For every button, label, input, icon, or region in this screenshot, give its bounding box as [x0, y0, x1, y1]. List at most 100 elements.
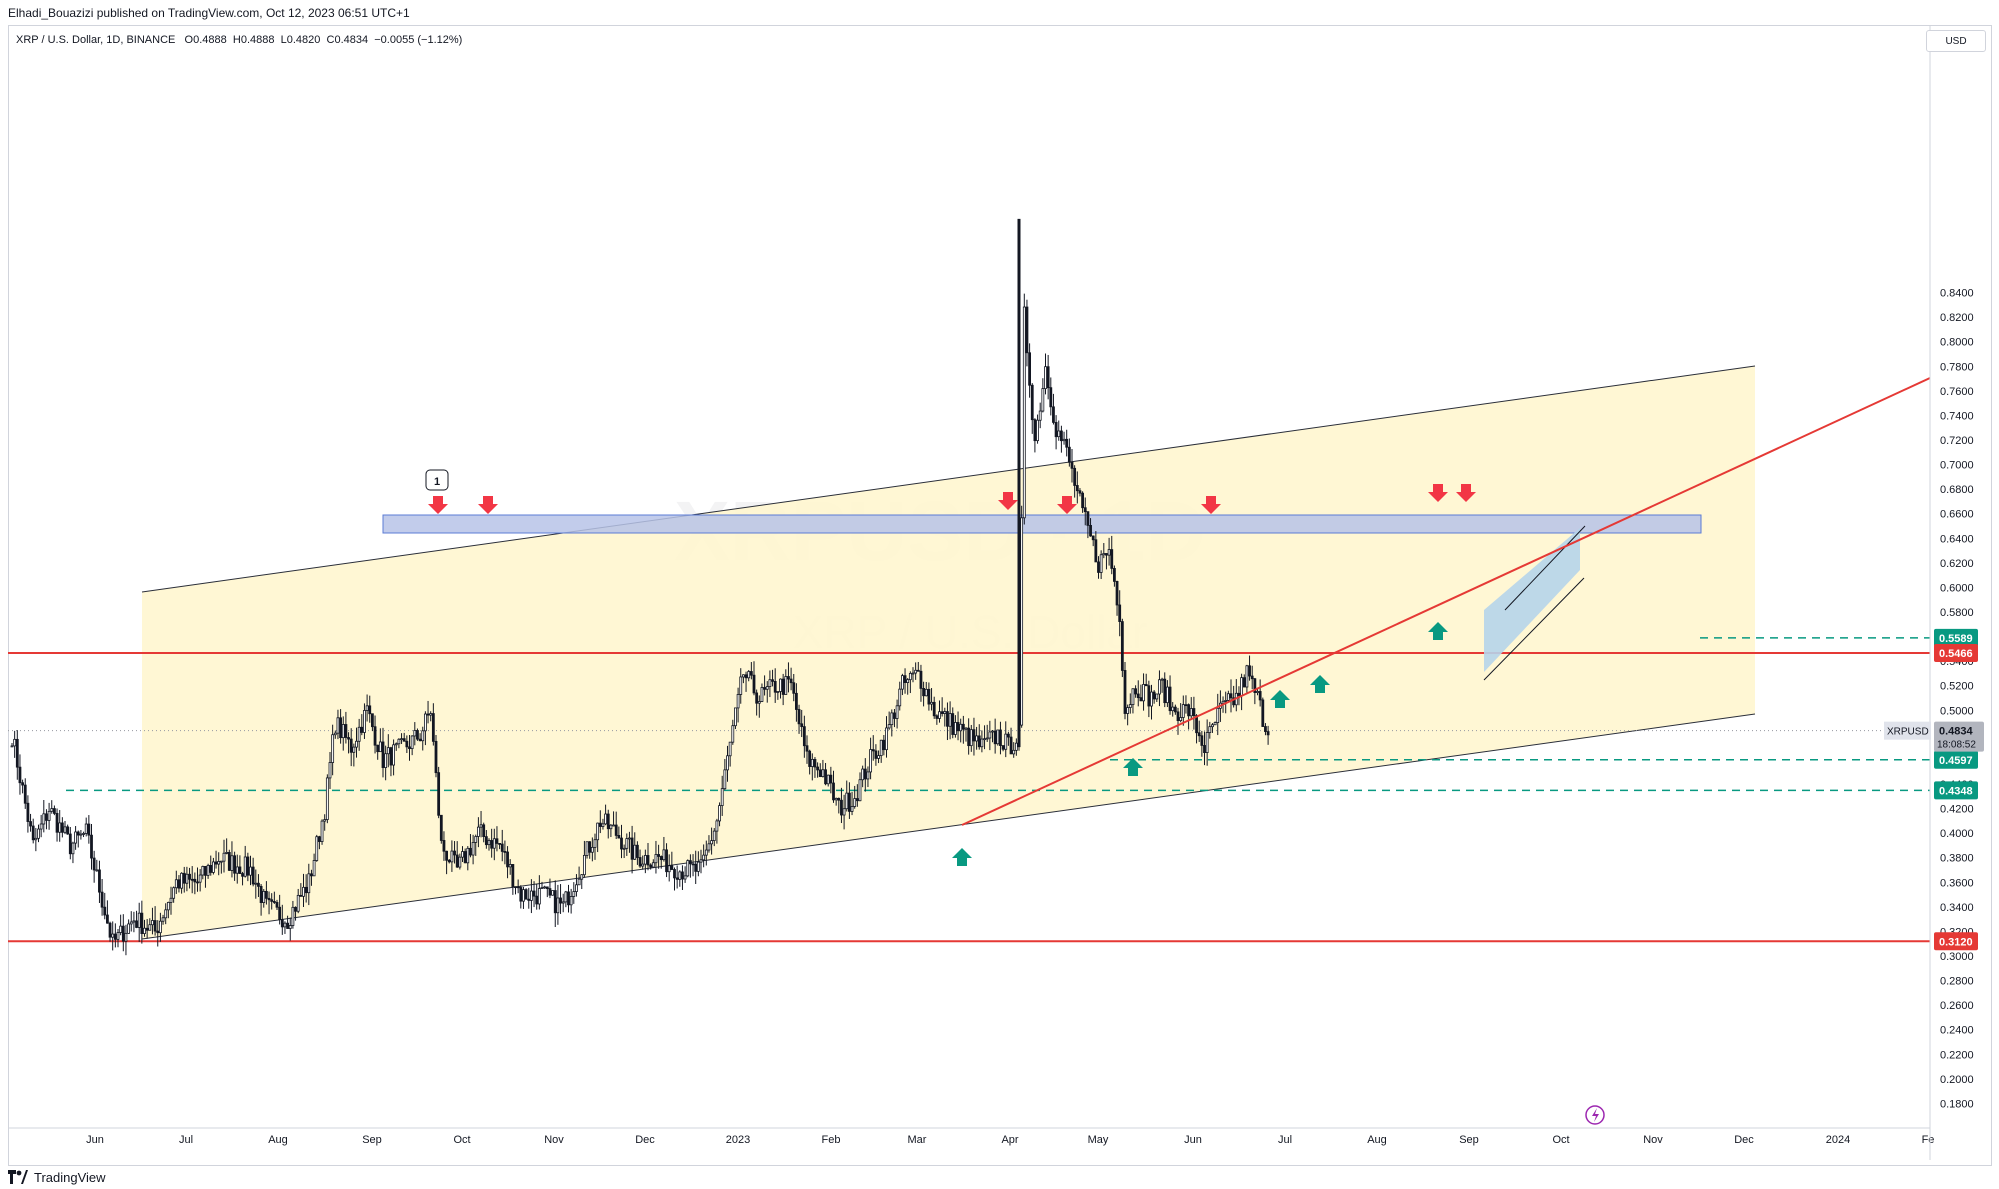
candle-body: [251, 866, 255, 885]
candle-body: [1264, 726, 1267, 732]
price-label-text: 0.5589: [1939, 633, 1973, 645]
candle-body: [1245, 665, 1249, 688]
candle-body: [649, 864, 653, 868]
candle-body: [100, 891, 104, 908]
candle-body: [1184, 704, 1188, 707]
candle-body: [951, 713, 955, 735]
x-tick-label: Oct: [1552, 1134, 1569, 1146]
candle-body: [233, 855, 237, 874]
resistance-arrow-down-icon: [478, 496, 498, 514]
candle-body: [158, 920, 162, 934]
candle-body: [545, 886, 549, 889]
candle-body: [641, 863, 645, 867]
x-tick-label: Aug: [1367, 1134, 1387, 1146]
flag-lower-line[interactable]: [1483, 577, 1585, 681]
candle-body: [156, 930, 160, 934]
candle-body: [1099, 554, 1103, 573]
candle-body: [816, 766, 819, 771]
candle-body: [662, 849, 666, 861]
candle-body: [113, 933, 117, 940]
candle-body: [1052, 406, 1055, 423]
chart-frame[interactable]: [8, 25, 1992, 1166]
candle-body: [26, 802, 30, 822]
candle-body: [643, 855, 647, 865]
candle-body: [731, 725, 735, 743]
candle-body: [1147, 685, 1151, 707]
resistance-zone[interactable]: [382, 514, 1702, 534]
flag-upper-line[interactable]: [1504, 525, 1586, 611]
annotation-badge[interactable]: [425, 469, 449, 491]
publish-attribution: Elhadi_Bouazizi published on TradingView…: [8, 6, 410, 20]
candle-body: [988, 731, 992, 739]
candle-body: [209, 864, 213, 873]
x-tick-label: Nov: [1643, 1134, 1663, 1146]
candle-body: [1253, 678, 1257, 693]
candle-body: [1067, 446, 1071, 463]
candle-body: [63, 826, 67, 833]
candle-body: [980, 738, 984, 748]
footer-brand[interactable]: TradingView: [34, 1169, 106, 1185]
candle-body: [1224, 700, 1228, 702]
candle-body: [254, 882, 258, 885]
candle-body: [455, 854, 459, 868]
candle-body: [845, 792, 849, 810]
x-tick-label: Fe: [1922, 1134, 1935, 1146]
candle-body: [140, 912, 144, 934]
candle-body: [625, 838, 629, 849]
candle-body: [42, 813, 46, 825]
candle-body: [765, 686, 769, 690]
candle-body: [943, 711, 947, 714]
y-tick-label: 0.3600: [1940, 877, 1974, 889]
legend-symbol[interactable]: XRP / U.S. Dollar, 1D, BINANCE: [16, 34, 176, 46]
candle-body: [606, 813, 610, 830]
candle-body: [821, 769, 825, 777]
candle-body: [495, 838, 499, 844]
candle-body: [1007, 733, 1010, 738]
candle-body: [98, 869, 101, 893]
candles-group[interactable]: [10, 293, 1270, 956]
candle-body: [506, 851, 509, 868]
candle-body: [535, 895, 539, 905]
candle-body: [760, 687, 764, 702]
candle-body: [378, 741, 382, 753]
x-tick-label: Sep: [362, 1134, 382, 1146]
candle-body: [373, 726, 377, 746]
candle-body: [1187, 704, 1190, 717]
x-tick-label: Feb: [822, 1134, 841, 1146]
candle-body: [1086, 511, 1090, 526]
candle-body: [638, 857, 642, 867]
candle-body: [137, 912, 141, 928]
candle-body: [1208, 726, 1212, 733]
candle-body: [357, 726, 361, 742]
candle-body: [333, 732, 337, 736]
candle-body: [802, 726, 806, 747]
candle-body: [850, 806, 854, 812]
channel-lower-line[interactable]: [141, 713, 1756, 940]
y-tick-label: 0.6000: [1940, 582, 1974, 594]
candle-body: [188, 873, 191, 880]
candle-body: [339, 717, 343, 739]
candle-body: [1001, 745, 1005, 750]
candle-body: [1004, 733, 1008, 750]
candle-body: [498, 843, 502, 845]
candle-body: [384, 753, 388, 768]
candle-body: [946, 711, 949, 727]
rising-trendline[interactable]: [961, 377, 1931, 826]
candle-body: [1195, 715, 1198, 734]
lightning-icon[interactable]: [1585, 1105, 1605, 1125]
candle-body: [670, 865, 674, 870]
candle-body: [543, 886, 547, 889]
x-tick-label: Mar: [908, 1134, 927, 1146]
candle-body: [824, 769, 827, 785]
tradingview-logo-icon[interactable]: [8, 1170, 28, 1184]
currency-selector[interactable]: USD: [1926, 30, 1986, 52]
flag-pattern-fill[interactable]: [1484, 528, 1580, 672]
candle-body: [211, 861, 215, 873]
channel-upper-line[interactable]: [141, 365, 1756, 593]
candle-body: [349, 738, 353, 753]
candle-body: [214, 861, 218, 865]
candle-body: [646, 855, 650, 866]
candle-body: [1070, 461, 1074, 469]
candle-body: [837, 797, 841, 801]
